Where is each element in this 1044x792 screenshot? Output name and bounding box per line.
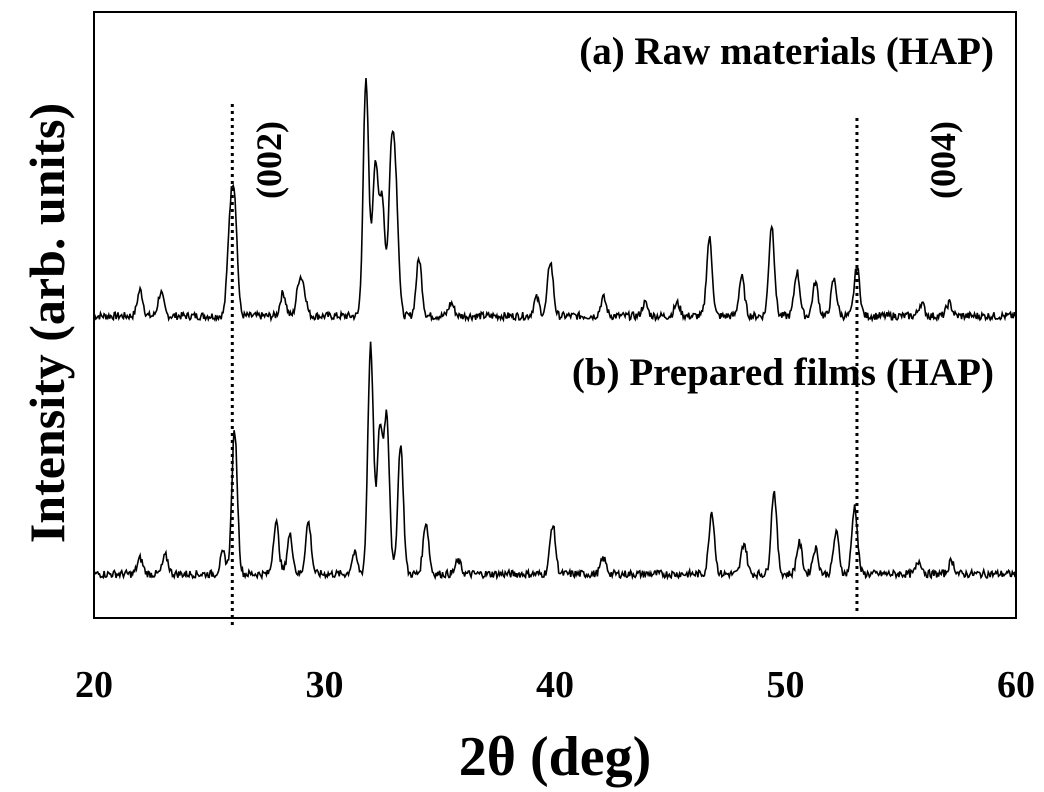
x-axis: 20 30 40 50 60	[75, 664, 1035, 706]
x-axis-label: 2θ (deg)	[459, 726, 652, 788]
x-tick-label: 60	[997, 664, 1035, 706]
x-tick-label: 50	[767, 664, 805, 706]
x-tick-label: 20	[75, 664, 113, 706]
series-label-a: (a) Raw materials (HAP)	[579, 30, 994, 73]
x-tick-label: 40	[536, 664, 574, 706]
x-tick-label: 30	[306, 664, 344, 706]
series-line-raw-materials	[93, 78, 1017, 323]
series-line-prepared-films	[93, 341, 1017, 581]
series-label-b: (b) Prepared films (HAP)	[572, 351, 994, 394]
reference-label-002: (002)	[249, 121, 289, 199]
reference-label-004: (004)	[923, 121, 963, 199]
y-axis-label: Intensity (arb. units)	[19, 103, 75, 543]
